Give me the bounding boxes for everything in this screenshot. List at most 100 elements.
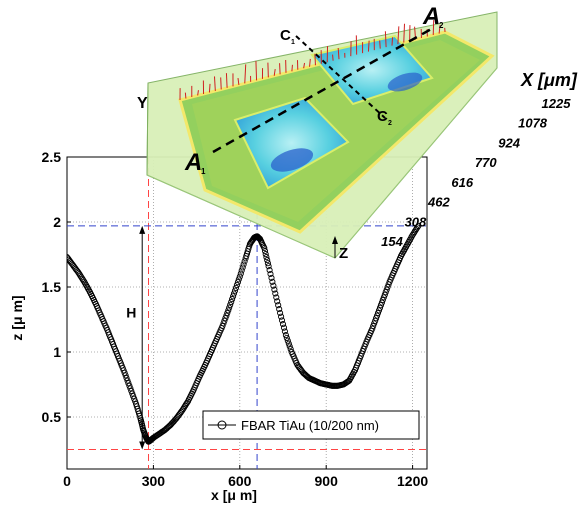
- data-point: [274, 298, 281, 305]
- inset-spike: [337, 47, 340, 60]
- data-point: [383, 286, 390, 293]
- data-point: [183, 399, 191, 406]
- data-point: [122, 372, 129, 379]
- y-tick-label: 2: [53, 214, 61, 230]
- data-point: [235, 276, 242, 283]
- inset-spike: [309, 58, 311, 67]
- data-point: [374, 309, 382, 317]
- data-point: [281, 328, 288, 335]
- data-point: [130, 393, 137, 400]
- data-point: [181, 404, 188, 411]
- data-point: [261, 244, 268, 252]
- data-point: [230, 293, 237, 300]
- inset-cavity-left: [233, 96, 350, 190]
- data-point: [128, 387, 135, 395]
- data-point: [230, 290, 238, 297]
- data-point: [267, 270, 274, 278]
- legend-box: [202, 410, 420, 440]
- inset-x-tick-label: 616: [451, 175, 473, 190]
- inset-spike: [208, 83, 211, 93]
- inset-x-tick-label: 308: [405, 214, 427, 229]
- data-point: [223, 312, 230, 319]
- data-point: [410, 230, 417, 237]
- data-point: [182, 401, 190, 408]
- inset-x-tick-label: 1225: [542, 96, 572, 111]
- inset-x-tick-label: 462: [427, 195, 450, 210]
- section-line-a: [212, 26, 434, 154]
- x-tick-label: 1200: [397, 473, 428, 489]
- data-point: [179, 407, 186, 414]
- inset-spike: [197, 90, 199, 96]
- data-point: [77, 272, 84, 279]
- data-point: [375, 307, 383, 314]
- data-point: [412, 227, 419, 234]
- data-point: [125, 380, 132, 387]
- data-point: [121, 369, 128, 376]
- inset-label-a2: A: [422, 3, 440, 30]
- data-point: [182, 402, 189, 409]
- inset-label-c2-sub: 2: [388, 120, 392, 127]
- inset-spike: [332, 54, 334, 61]
- legend-label: FBAR TiAu (10/200 nm): [241, 418, 379, 433]
- inset-spike: [237, 78, 240, 85]
- inset-label-a1: A: [184, 149, 202, 176]
- inset-spike: [244, 64, 247, 84]
- data-point: [414, 224, 421, 231]
- data-point: [374, 312, 381, 319]
- data-point: [79, 275, 86, 282]
- height-arrow-head-top: [139, 225, 146, 234]
- inset-label-c1: C: [280, 27, 291, 44]
- data-series-fbar: [67, 222, 422, 445]
- data-point: [76, 271, 83, 278]
- inset-spike: [303, 62, 306, 69]
- data-point: [378, 299, 385, 306]
- x-tick-label: 900: [315, 473, 339, 489]
- data-point: [415, 222, 422, 229]
- data-point: [265, 263, 272, 270]
- inset-spike: [391, 37, 394, 46]
- y-tick-label: 1: [53, 344, 61, 360]
- data-point: [380, 294, 387, 301]
- data-point: [277, 309, 284, 317]
- y-tick-label: 2.5: [42, 149, 62, 165]
- data-point: [231, 287, 239, 294]
- data-point: [224, 309, 231, 317]
- data-point: [222, 315, 229, 322]
- axis-ticks: 0 300 600 900 1200 0.5 1 1.5 2 2.5: [42, 149, 429, 489]
- x-tick-label: 300: [142, 473, 166, 489]
- inset-spike: [255, 61, 258, 81]
- data-point: [126, 382, 133, 389]
- height-label: H: [126, 305, 136, 321]
- data-point: [279, 321, 287, 328]
- inset-spike: [379, 40, 381, 49]
- data-point: [75, 269, 82, 276]
- data-point: [369, 325, 376, 332]
- y-tick-label: 0.5: [42, 409, 62, 425]
- height-annotation: H: [126, 225, 146, 450]
- data-point: [263, 254, 270, 261]
- data-point: [266, 267, 273, 274]
- data-point: [123, 374, 130, 382]
- data-point: [232, 284, 240, 291]
- y-tick-label: 1.5: [42, 279, 62, 295]
- data-point: [131, 395, 138, 402]
- section-line-c: [295, 35, 386, 119]
- data-point: [268, 274, 275, 281]
- inset-x-tick-label: 1078: [518, 116, 548, 131]
- inset-x-tick-label: 154: [381, 234, 403, 249]
- data-point: [384, 283, 391, 291]
- data-point: [220, 320, 227, 327]
- inset-spike: [184, 92, 187, 99]
- inset-spike: [438, 25, 441, 34]
- inset-label-c1-sub: 1: [291, 39, 295, 46]
- inset-label-a1-sub: 1: [201, 167, 206, 176]
- data-point: [129, 390, 136, 397]
- inset-spike: [273, 69, 276, 76]
- height-arrow-head-bottom: [139, 441, 146, 450]
- data-point: [237, 270, 244, 277]
- data-point: [240, 261, 247, 268]
- data-point: [262, 251, 269, 258]
- data-point: [273, 294, 280, 301]
